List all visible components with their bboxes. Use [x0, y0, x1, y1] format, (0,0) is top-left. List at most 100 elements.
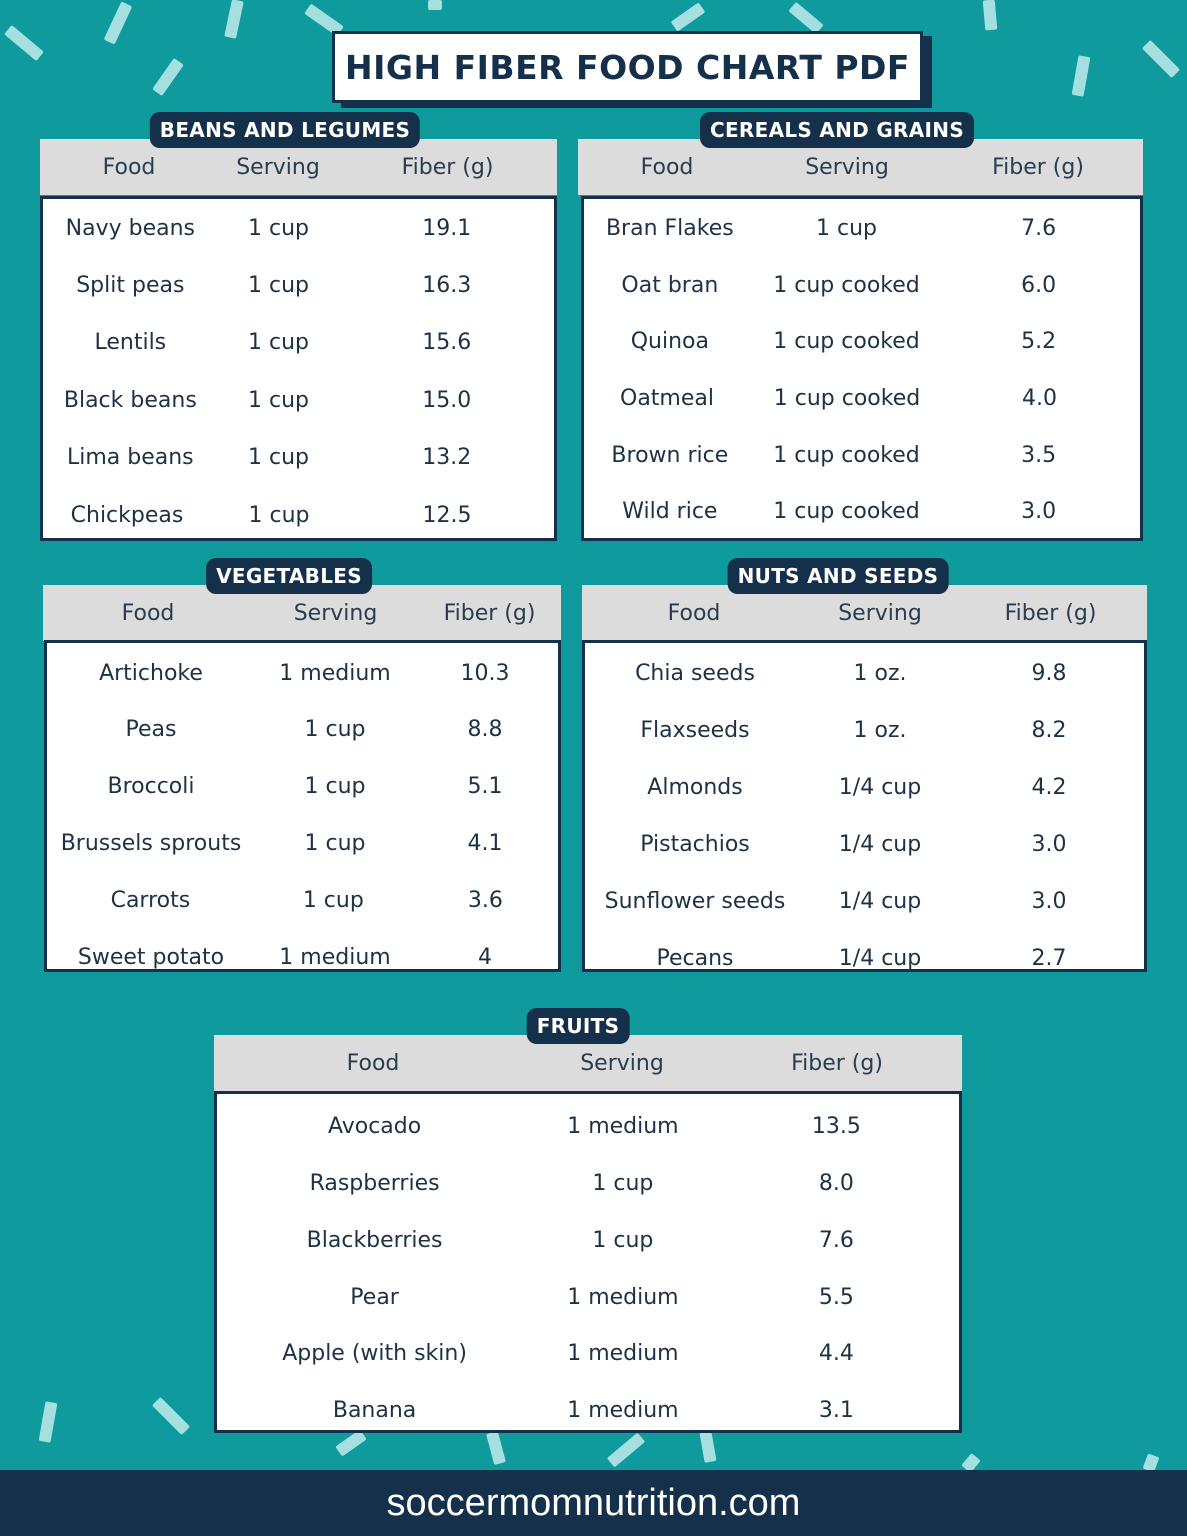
cell-food: Wild rice: [622, 498, 718, 524]
section-label: BEANS AND LEGUMES: [149, 112, 421, 148]
cell-serving: 1 oz.: [853, 660, 907, 686]
cell-serving: 1 cup: [248, 387, 310, 413]
cell-food: Broccoli: [107, 773, 195, 799]
table-row: Oat bran 1 cup cooked 6.0: [584, 265, 1140, 305]
table-row: Lima beans 1 cup 13.2: [43, 437, 554, 477]
cell-fiber: 13.5: [811, 1113, 861, 1139]
cell-fiber: 2.7: [1031, 945, 1067, 971]
cell-serving: 1 cup: [592, 1170, 654, 1196]
cell-fiber: 3.0: [1021, 498, 1057, 524]
cell-food: Raspberries: [309, 1170, 440, 1196]
table-row: Pear 1 medium 5.5: [217, 1277, 959, 1317]
cell-serving: 1 cup: [302, 887, 364, 913]
section-label: FRUITS: [526, 1008, 630, 1044]
cell-food: Sunflower seeds: [604, 888, 786, 914]
cell-food: Oat bran: [621, 272, 719, 298]
cell-serving: 1 cup cooked: [773, 328, 920, 354]
header-serving: Serving: [805, 154, 889, 180]
cell-fiber: 10.3: [460, 660, 510, 686]
table-row: Sunflower seeds 1/4 cup 3.0: [585, 881, 1144, 921]
section-cereals-and-grains: CEREALS AND GRAINS Food Serving Fiber (g…: [578, 112, 1143, 541]
section-nuts-and-seeds: NUTS AND SEEDS Food Serving Fiber (g) Ch…: [582, 558, 1147, 972]
header-food: Food: [102, 154, 156, 180]
table-row: Pecans 1/4 cup 2.7: [585, 938, 1144, 978]
cell-serving: 1 medium: [279, 660, 391, 686]
cell-fiber: 3.5: [1021, 442, 1057, 468]
cell-food: Banana: [332, 1397, 417, 1423]
header-food: Food: [667, 600, 721, 626]
cell-food: Artichoke: [99, 660, 203, 686]
cell-serving: 1/4 cup: [838, 831, 922, 857]
table-row: Flaxseeds 1 oz. 8.2: [585, 710, 1144, 750]
cell-serving: 1 cup cooked: [773, 442, 920, 468]
section-fruits: FRUITS Food Serving Fiber (g) Avocado 1 m…: [214, 1008, 962, 1433]
table-body: Navy beans 1 cup 19.1 Split peas 1 cup 16.3 …: [40, 196, 557, 541]
table-row: Black beans 1 cup 15.0: [43, 380, 554, 420]
header-serving: Serving: [236, 154, 320, 180]
footer-bar: soccermomnutrition.com: [0, 1470, 1187, 1536]
cell-serving: 1 cup: [592, 1227, 654, 1253]
header-fiber: Fiber (g): [791, 1050, 883, 1076]
cell-fiber: 15.0: [422, 387, 472, 413]
cell-food: Lima beans: [66, 444, 194, 470]
cell-serving: 1 medium: [567, 1340, 679, 1366]
cell-serving: 1/4 cup: [838, 774, 922, 800]
table-row: Almonds 1/4 cup 4.2: [585, 767, 1144, 807]
cell-serving: 1 cup: [248, 272, 310, 298]
cell-fiber: 4.2: [1031, 774, 1067, 800]
cell-fiber: 3.6: [467, 887, 503, 913]
cell-food: Peas: [125, 716, 177, 742]
table-row: Brown rice 1 cup cooked 3.5: [584, 435, 1140, 475]
cell-serving: 1 cup: [248, 444, 310, 470]
table-body: Artichoke 1 medium 10.3 Peas 1 cup 8.8 Brocc…: [44, 640, 561, 972]
table-row: Chickpeas 1 cup 12.5: [43, 495, 554, 535]
table-header: Food Serving Fiber (g): [578, 139, 1143, 195]
cell-food: Black beans: [63, 387, 197, 413]
cell-fiber: 3.0: [1031, 888, 1067, 914]
table-row: Wild rice 1 cup cooked 3.0: [584, 491, 1140, 531]
cell-fiber: 7.6: [1021, 215, 1057, 241]
cell-serving: 1 cup cooked: [773, 498, 920, 524]
cell-fiber: 4.4: [818, 1340, 854, 1366]
cell-serving: 1 cup: [304, 830, 366, 856]
cell-food: Blackberries: [306, 1227, 443, 1253]
cell-fiber: 8.8: [467, 716, 503, 742]
cell-food: Pistachios: [640, 831, 750, 857]
header-serving: Serving: [293, 600, 378, 626]
footer-website: soccermomnutrition.com: [386, 1481, 801, 1524]
cell-food: Avocado: [327, 1113, 422, 1139]
cell-fiber: 5.1: [467, 773, 503, 799]
cell-serving: 1 cup cooked: [773, 272, 920, 298]
header-food: Food: [346, 1050, 400, 1076]
header-food: Food: [121, 600, 175, 626]
header-fiber: Fiber (g): [443, 600, 536, 626]
table-row: Navy beans 1 cup 19.1: [43, 208, 554, 248]
table-body: Bran Flakes 1 cup 7.6 Oat bran 1 cup cooked…: [581, 196, 1143, 541]
cell-serving: 1 medium: [567, 1284, 679, 1310]
cell-food: Navy beans: [65, 215, 195, 241]
page-title: HIGH FIBER FOOD CHART PDF: [345, 47, 910, 87]
cell-fiber: 7.6: [818, 1227, 854, 1253]
table-header: Food Serving Fiber (g): [582, 585, 1147, 641]
table-body: Avocado 1 medium 13.5 Raspberries 1 cup 8.0 …: [214, 1091, 962, 1433]
table-row: Peas 1 cup 8.8: [47, 709, 558, 749]
cell-food: Oatmeal: [620, 385, 714, 411]
table-row: Blackberries 1 cup 7.6: [217, 1220, 959, 1260]
cell-fiber: 5.5: [818, 1284, 854, 1310]
cell-serving: 1 oz.: [853, 717, 907, 743]
cell-serving: 1 medium: [567, 1397, 679, 1423]
table-row: Quinoa 1 cup cooked 5.2: [584, 321, 1140, 361]
cell-serving: 1 cup: [248, 502, 310, 528]
cell-food: Sweet potato: [77, 944, 225, 970]
header-fiber: Fiber (g): [1004, 600, 1097, 626]
header-fiber: Fiber (g): [992, 154, 1084, 180]
cell-serving: 1 cup: [304, 773, 366, 799]
cell-serving: 1 cup: [248, 329, 310, 355]
table-body: Chia seeds 1 oz. 9.8 Flaxseeds 1 oz. 8.2 Alm…: [582, 640, 1147, 972]
table-row: Banana 1 medium 3.1: [217, 1390, 959, 1430]
table-header: Food Serving Fiber (g): [214, 1035, 962, 1091]
cell-fiber: 12.5: [422, 502, 472, 528]
cell-food: Bran Flakes: [605, 215, 734, 241]
cell-serving: 1 cup: [816, 215, 878, 241]
section-label: VEGETABLES: [206, 558, 372, 594]
